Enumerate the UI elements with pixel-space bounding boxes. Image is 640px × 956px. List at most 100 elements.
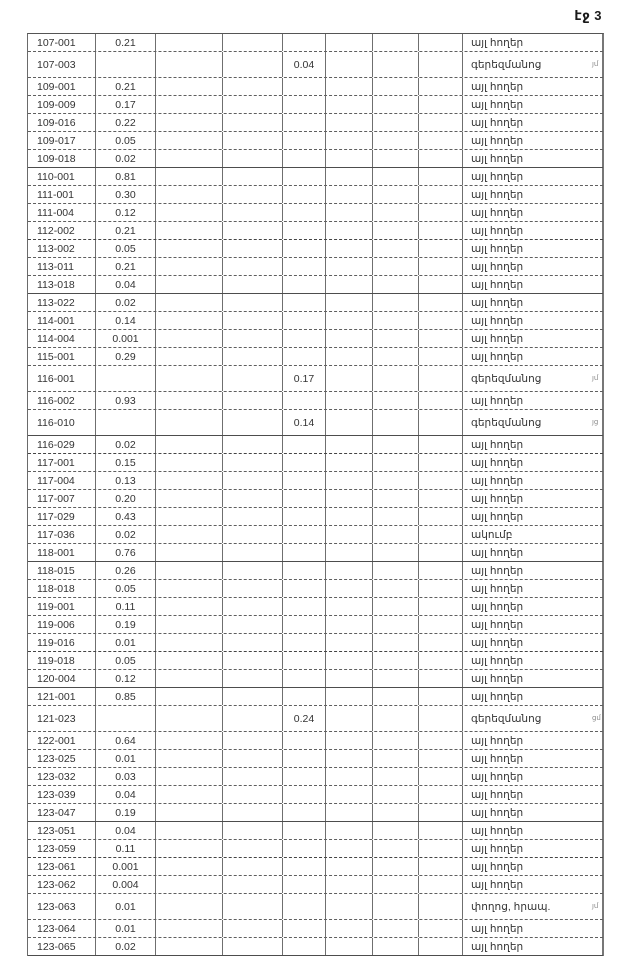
empty-cell	[419, 562, 463, 579]
empty-cell	[326, 312, 373, 329]
table-row: 120-004 0.12 այլ հողեր	[28, 670, 603, 688]
row-label: այլ հողեր	[463, 750, 603, 767]
empty-cell	[156, 78, 223, 95]
empty-cell	[223, 472, 283, 489]
row-label: այլ հողեր	[463, 472, 603, 489]
empty-cell	[326, 508, 373, 525]
row-label: այլ հողեր	[463, 78, 603, 95]
row-value: 0.64	[96, 732, 156, 749]
empty-cell	[156, 894, 223, 919]
empty-cell	[373, 786, 419, 803]
empty-cell	[373, 294, 419, 311]
empty-cell	[156, 938, 223, 955]
row-mid-value	[283, 894, 326, 919]
empty-cell	[156, 330, 223, 347]
empty-cell	[156, 258, 223, 275]
row-label: այլ հողեր	[463, 276, 603, 293]
empty-cell	[419, 840, 463, 857]
table-row: 116-029 0.02 այլ հողեր	[28, 436, 603, 454]
empty-cell	[156, 392, 223, 409]
row-value: 0.29	[96, 348, 156, 365]
empty-cell	[223, 598, 283, 615]
row-code: 115-001	[28, 348, 96, 365]
table-row: 115-001 0.29 այլ հողեր	[28, 348, 603, 366]
empty-cell	[326, 526, 373, 543]
row-code: 116-002	[28, 392, 96, 409]
row-code: 110-001	[28, 168, 96, 185]
empty-cell	[419, 276, 463, 293]
row-mid-value	[283, 186, 326, 203]
empty-cell	[326, 436, 373, 453]
empty-cell	[373, 732, 419, 749]
row-value: 0.03	[96, 768, 156, 785]
row-label: այլ հողեր	[463, 204, 603, 221]
row-code: 119-016	[28, 634, 96, 651]
table-row: 113-022 0.02 այլ հողեր	[28, 294, 603, 312]
row-value: 0.11	[96, 840, 156, 857]
row-mid-value	[283, 876, 326, 893]
table-row: 114-004 0.001 այլ հողեր	[28, 330, 603, 348]
empty-cell	[156, 508, 223, 525]
empty-cell	[419, 876, 463, 893]
empty-cell	[373, 392, 419, 409]
row-label: այլ հողեր	[463, 616, 603, 633]
empty-cell	[156, 652, 223, 669]
empty-cell	[373, 96, 419, 113]
table-row: 119-018 0.05 այլ հողեր	[28, 652, 603, 670]
empty-cell	[419, 822, 463, 839]
row-label: այլ հողեր	[463, 858, 603, 875]
empty-cell	[326, 258, 373, 275]
row-mid-value	[283, 436, 326, 453]
empty-cell	[156, 312, 223, 329]
empty-cell	[419, 330, 463, 347]
empty-cell	[419, 34, 463, 51]
row-code: 123-061	[28, 858, 96, 875]
empty-cell	[326, 822, 373, 839]
empty-cell	[156, 562, 223, 579]
row-mid-value	[283, 634, 326, 651]
row-label: այլ հողեր	[463, 768, 603, 785]
table-row: 123-061 0.001 այլ հողեր	[28, 858, 603, 876]
empty-cell	[373, 562, 419, 579]
row-mid-value	[283, 276, 326, 293]
empty-cell	[223, 858, 283, 875]
empty-cell	[326, 786, 373, 803]
row-code: 107-001	[28, 34, 96, 51]
row-value: 0.21	[96, 78, 156, 95]
empty-cell	[373, 876, 419, 893]
empty-cell	[156, 186, 223, 203]
row-label: այլ հողեր	[463, 132, 603, 149]
empty-cell	[223, 804, 283, 821]
row-mid-value	[283, 768, 326, 785]
row-code: 107-003	[28, 52, 96, 77]
empty-cell	[419, 920, 463, 937]
row-mid-value	[283, 312, 326, 329]
table-row: 123-065 0.02 այլ հողեր	[28, 938, 603, 956]
empty-cell	[223, 240, 283, 257]
table-row: 109-016 0.22 այլ հողեր	[28, 114, 603, 132]
row-mid-value	[283, 732, 326, 749]
empty-cell	[326, 276, 373, 293]
empty-cell	[156, 52, 223, 77]
row-label: այլ հողեր	[463, 688, 603, 705]
row-code: 117-036	[28, 526, 96, 543]
empty-cell	[156, 454, 223, 471]
empty-cell	[326, 580, 373, 597]
empty-cell	[419, 768, 463, 785]
empty-cell	[373, 132, 419, 149]
empty-cell	[326, 490, 373, 507]
row-label: այլ հողեր	[463, 508, 603, 525]
row-mid-value	[283, 454, 326, 471]
table-row: 118-001 0.76 այլ հողեր	[28, 544, 603, 562]
row-code: 119-018	[28, 652, 96, 669]
empty-cell	[326, 204, 373, 221]
empty-cell	[373, 348, 419, 365]
row-code: 123-032	[28, 768, 96, 785]
row-label: այլ հողեր	[463, 920, 603, 937]
row-value: 0.05	[96, 652, 156, 669]
empty-cell	[156, 616, 223, 633]
row-value: 0.43	[96, 508, 156, 525]
row-code: 123-047	[28, 804, 96, 821]
table-row: 119-001 0.11 այլ հողեր	[28, 598, 603, 616]
empty-cell	[326, 96, 373, 113]
